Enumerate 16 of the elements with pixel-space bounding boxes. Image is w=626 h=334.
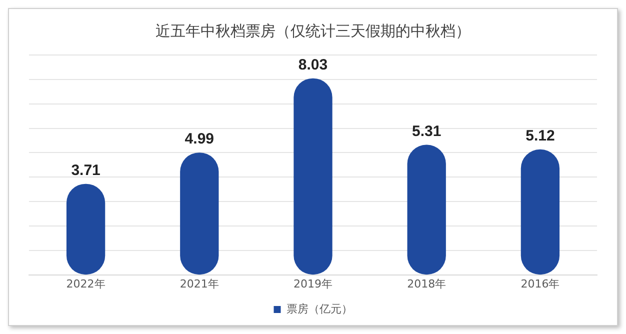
data-label: 5.12: [526, 127, 555, 144]
data-label: 5.31: [412, 122, 442, 140]
bar: [407, 144, 446, 275]
x-tick-label: 2019年: [294, 277, 332, 290]
bar: [180, 152, 219, 275]
chart-title: 近五年中秋档票房（仅统计三天假期的中秋档）: [156, 22, 470, 40]
bar: [520, 149, 560, 275]
x-tick-label: 2021年: [180, 277, 219, 290]
data-label: 4.99: [184, 130, 214, 148]
x-tick-label: 2016年: [520, 277, 560, 290]
x-tick-label: 2018年: [407, 277, 446, 290]
bar: [294, 78, 332, 275]
x-tick-label: 2022年: [66, 277, 106, 290]
data-label: 3.71: [71, 162, 100, 179]
legend-label: 票房（亿元）: [286, 302, 352, 316]
data-label: 8.03: [298, 56, 328, 74]
